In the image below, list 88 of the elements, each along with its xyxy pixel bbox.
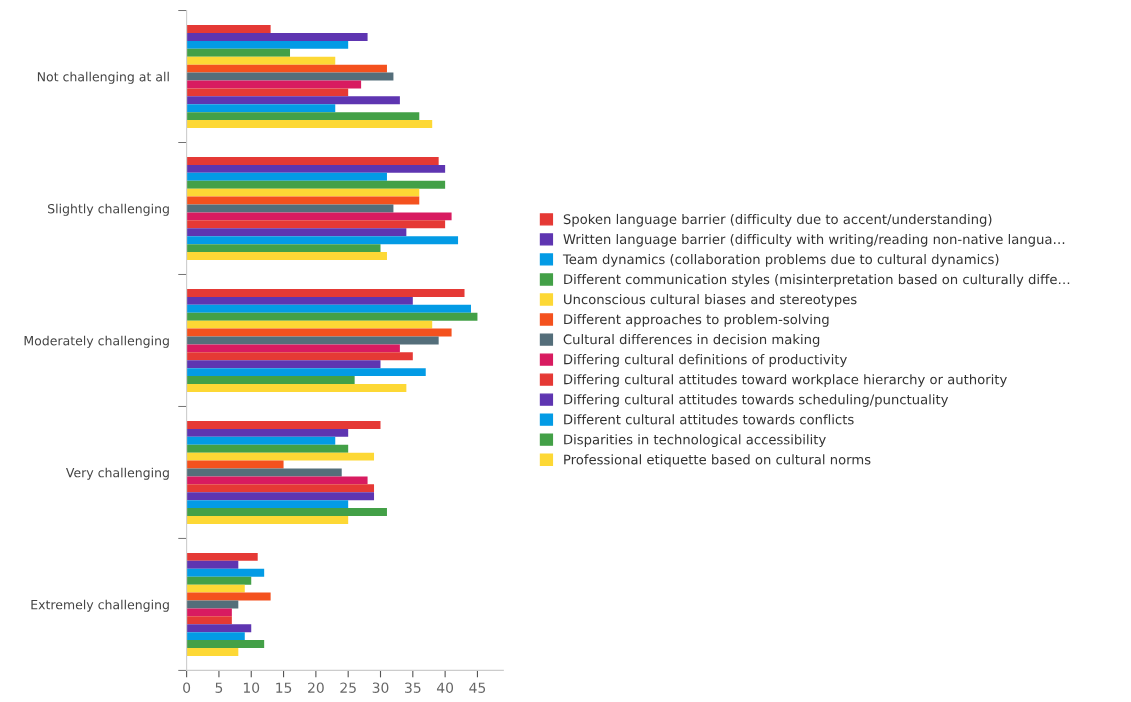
bar [186, 25, 271, 33]
bar [186, 104, 336, 113]
bar [186, 436, 336, 445]
bar [186, 624, 252, 633]
x-tick-label: 0 [183, 682, 191, 693]
bar [186, 48, 291, 57]
bar [186, 600, 239, 609]
bar [186, 252, 387, 260]
y-tick-label: Not challenging at all [37, 71, 169, 84]
bar [186, 368, 426, 377]
bar [186, 88, 349, 97]
bar [186, 212, 452, 221]
bar [186, 172, 387, 181]
bar [186, 576, 252, 585]
bar [186, 508, 387, 516]
bar [186, 289, 465, 297]
bar [186, 568, 265, 577]
bar [186, 352, 413, 361]
bar [186, 384, 407, 392]
bar [186, 236, 459, 245]
x-tick-label: 45 [469, 682, 486, 693]
legend-label: Spoken language barrier (difficulty due to accent/understanding) [563, 213, 992, 227]
bar [186, 56, 336, 65]
bar [186, 560, 239, 569]
x-tick-label: 15 [276, 682, 292, 693]
legend-label: Differing cultural attitudes towards scheduling/punctuality [564, 394, 949, 407]
bar [186, 376, 355, 385]
legend-label: Different cultural attitudes towards conflicts [564, 414, 854, 425]
bar [186, 180, 446, 189]
y-tick-label: Slightly challenging [48, 203, 169, 216]
bar [186, 112, 420, 121]
bar [186, 80, 362, 89]
bar [186, 420, 381, 429]
bar [186, 616, 232, 625]
bar [186, 120, 433, 128]
bar [186, 640, 265, 648]
legend-label: Differing cultural attitudes toward workplace hierarchy or authority [564, 374, 1007, 387]
legend-label: Disparities in technological accessibility [564, 434, 826, 447]
bar [186, 452, 375, 461]
x-tick-label: 10 [243, 682, 260, 693]
x-tick-label: 40 [436, 682, 454, 693]
bar [186, 304, 471, 313]
bar [186, 96, 400, 105]
bar [186, 196, 420, 205]
bar [186, 164, 446, 173]
bar [186, 344, 400, 353]
bar [186, 296, 413, 305]
x-tick-label: 25 [340, 682, 356, 693]
x-tick-label: 5 [215, 682, 223, 693]
bar [186, 428, 349, 437]
bar [186, 220, 446, 229]
bar [186, 444, 349, 453]
bar [186, 32, 368, 41]
bar [186, 228, 407, 237]
legend-label: Written language barrier (difficulty with writing/reading non-native langua… [563, 233, 1065, 247]
bar [186, 320, 433, 329]
bar [186, 468, 342, 477]
bar [186, 157, 439, 165]
legend-label: Professional etiquette based on cultural norms [564, 454, 871, 468]
bar [186, 632, 245, 641]
legend-label: Differing cultural definitions of productivity [564, 354, 847, 367]
legend-label: Different approaches to problem-solving [564, 314, 829, 327]
bar [186, 516, 349, 524]
x-tick-label: 20 [308, 682, 324, 693]
bar [186, 40, 349, 49]
y-tick-label: Moderately challenging [24, 335, 169, 348]
x-tick-label: 35 [405, 682, 421, 693]
bar [186, 476, 368, 485]
bar [186, 647, 239, 656]
bar [186, 500, 349, 509]
bar [186, 552, 258, 561]
bar [186, 484, 375, 493]
bar [186, 360, 381, 369]
bar [186, 608, 232, 617]
legend-label: Cultural differences in decision making [563, 334, 820, 347]
bar [186, 244, 381, 253]
y-tick-label: Very challenging [65, 467, 169, 480]
legend-label: Different communication styles (misinterpretation based on culturally diffe… [564, 274, 1070, 287]
bar [186, 492, 375, 501]
bar [186, 328, 452, 337]
x-tick-label: 30 [372, 682, 389, 693]
bar [186, 64, 387, 73]
y-tick-label: Extremely challenging [31, 599, 169, 612]
bar [186, 312, 478, 321]
legend-label: Team dynamics (collaboration problems due to cultural dynamics) [562, 253, 999, 267]
bar [186, 188, 420, 197]
bar [186, 584, 245, 593]
legend-label: Unconscious cultural biases and stereotypes [564, 294, 857, 307]
